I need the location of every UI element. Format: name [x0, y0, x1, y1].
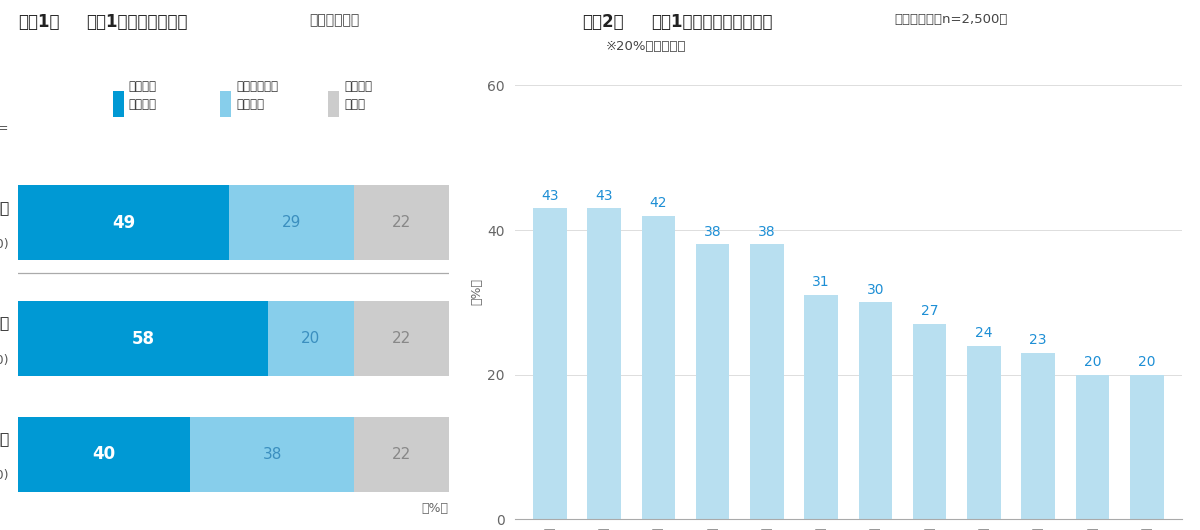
Text: (1,250): (1,250) [0, 354, 10, 367]
Bar [229, 185, 354, 260]
Bar [354, 185, 449, 260]
Bar [1021, 353, 1055, 519]
Text: （単一回答）: （単一回答） [310, 13, 360, 27]
FancyBboxPatch shape [328, 91, 338, 117]
Text: 24: 24 [976, 326, 992, 340]
Text: 38: 38 [703, 225, 721, 238]
Text: 27: 27 [920, 304, 938, 319]
FancyBboxPatch shape [113, 91, 124, 117]
Text: 20: 20 [301, 331, 320, 346]
Bar [913, 324, 947, 519]
Text: 22: 22 [391, 215, 410, 230]
FancyBboxPatch shape [221, 91, 232, 117]
Text: 外食して: 外食して [344, 80, 372, 93]
Bar [18, 301, 268, 376]
Bar [354, 301, 449, 376]
Bar [858, 302, 893, 519]
Text: 43: 43 [595, 189, 613, 202]
Text: 男性: 男性 [0, 316, 10, 332]
Text: 49: 49 [112, 214, 136, 232]
Bar [587, 208, 620, 519]
Bar [191, 417, 354, 492]
Bar [18, 417, 191, 492]
Y-axis label: （%）: （%） [470, 278, 484, 305]
Bar [354, 417, 449, 492]
Text: ひとりで: ひとりで [128, 80, 157, 93]
Bar [1130, 375, 1164, 519]
Text: ＜図2＞: ＜図2＞ [582, 13, 624, 31]
Text: 22: 22 [391, 447, 410, 462]
Bar [696, 244, 730, 519]
Text: 38: 38 [758, 225, 775, 238]
Text: (2,500): (2,500) [0, 238, 10, 251]
Bar [533, 208, 566, 519]
Bar [750, 244, 784, 519]
Text: 29: 29 [282, 215, 301, 230]
Text: 女性: 女性 [0, 432, 10, 447]
Text: 20: 20 [1138, 355, 1156, 369]
Text: n=: n= [0, 122, 10, 135]
Text: 複数人でのみ: 複数人でのみ [236, 80, 278, 93]
Text: 30: 30 [866, 282, 884, 297]
Text: いない: いない [344, 98, 365, 111]
Text: 43: 43 [541, 189, 558, 202]
Text: 31: 31 [812, 275, 830, 289]
Text: ＜図1＞: ＜図1＞ [18, 13, 60, 31]
Text: (1,250): (1,250) [0, 470, 10, 482]
Bar [1075, 375, 1109, 519]
Text: 23: 23 [1030, 333, 1046, 347]
Text: 58: 58 [131, 330, 155, 348]
Text: 外食した: 外食した [128, 98, 157, 111]
Text: （%）: （%） [421, 502, 449, 515]
Text: 全体: 全体 [0, 201, 10, 216]
Text: 20: 20 [1084, 355, 1102, 369]
Text: 直近1年間で行った飲食店: 直近1年間で行った飲食店 [652, 13, 773, 31]
Text: （複数回答：n=2,500）: （複数回答：n=2,500） [894, 13, 1007, 26]
Text: 直近1年間の外食行動: 直近1年間の外食行動 [86, 13, 188, 31]
Bar [268, 301, 354, 376]
Text: 38: 38 [263, 447, 282, 462]
Text: 42: 42 [649, 196, 667, 210]
Text: 40: 40 [92, 445, 115, 463]
Bar [967, 346, 1001, 519]
Text: ※20%以上を抜粋: ※20%以上を抜粋 [606, 40, 686, 53]
Text: 22: 22 [391, 331, 410, 346]
Bar [18, 185, 229, 260]
Bar [642, 216, 676, 519]
Text: 外食した: 外食した [236, 98, 264, 111]
Bar [804, 295, 838, 519]
